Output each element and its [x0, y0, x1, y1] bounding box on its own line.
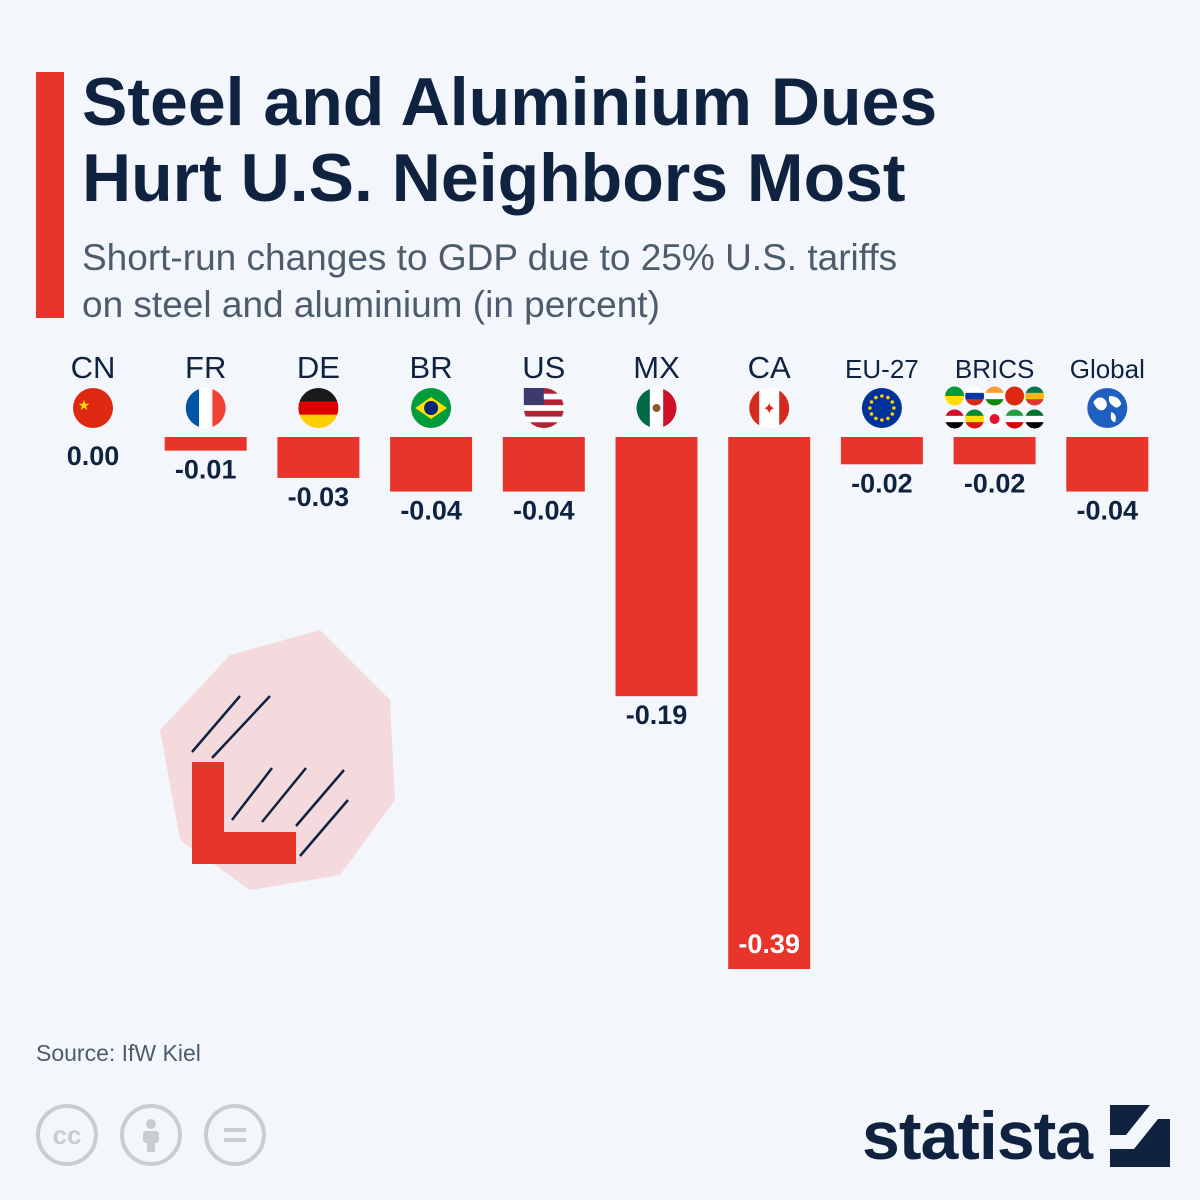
category-label-cn: CN [71, 350, 116, 385]
mini-flag [1005, 409, 1025, 429]
statista-logo[interactable]: statista [862, 1098, 1171, 1174]
bar-brics [953, 437, 1036, 465]
bar-de [277, 437, 360, 478]
flag-cn-icon [73, 388, 113, 428]
flag-eu-star [880, 418, 884, 422]
globe-landmass [1093, 396, 1122, 422]
flag-star: ★ [78, 397, 91, 413]
mini-flag [965, 386, 985, 406]
title-accent-bar [36, 72, 64, 318]
data-label-fr: -0.01 [175, 455, 237, 485]
mini-flag [1005, 386, 1025, 406]
title-line-1: Steel and Aluminium Dues [82, 64, 938, 140]
bar-global [1066, 437, 1149, 492]
mini-flag [945, 386, 965, 406]
category-label-de: DE [297, 350, 340, 385]
category-label-brics: BRICS [955, 354, 1034, 384]
data-label-ca: -0.39 [738, 929, 800, 959]
category-label-us: US [522, 350, 565, 385]
page-subtitle: Short-run changes to GDP due to 25% U.S.… [82, 234, 1042, 328]
subtitle-line-1: Short-run changes to GDP due to 25% U.S.… [82, 237, 898, 278]
category-label-eu-27: EU-27 [845, 354, 919, 384]
category-label-br: BR [410, 350, 453, 385]
flag-eu-icon [861, 388, 902, 428]
data-label-br: -0.04 [400, 496, 462, 526]
page-title: Steel and Aluminium Dues Hurt U.S. Neigh… [82, 64, 1162, 216]
bar-mx [615, 437, 698, 697]
mini-flag [1025, 386, 1045, 406]
flag-emblem [652, 404, 661, 412]
category-label-global: Global [1070, 354, 1145, 384]
mini-flag [945, 409, 965, 429]
flag-eu-star [869, 412, 874, 416]
category-label-ca: CA [748, 350, 791, 385]
cc-icon[interactable]: cc [36, 1104, 98, 1166]
title-line-2: Hurt U.S. Neighbors Most [82, 140, 906, 216]
data-label-global: -0.04 [1077, 496, 1139, 526]
bar-us [502, 437, 585, 492]
flag-eu-star [874, 395, 878, 400]
category-label-mx: MX [633, 350, 680, 385]
mini-flag [1025, 409, 1045, 429]
bar-br [390, 437, 473, 492]
bar-eu-27 [840, 437, 923, 465]
brand-wordmark: statista [862, 1098, 1093, 1174]
license-icons: cc [36, 1104, 266, 1166]
flag-mx-icon [636, 388, 677, 428]
mini-flag [985, 386, 1005, 406]
flag-eu-star [890, 400, 895, 404]
bar-chart: CN ★ 0.00 FR -0.01 DE -0.03 BR -0.04 US -0.04 MX -0.… [67, 350, 1149, 969]
flag-de-icon [298, 388, 339, 428]
statista-mark-icon [1110, 1105, 1171, 1167]
data-label-eu-27: -0.02 [851, 468, 913, 498]
mini-flag [965, 409, 985, 429]
flag-eu-star [868, 406, 872, 410]
flag-disc [424, 401, 439, 415]
flag-eu-star [892, 406, 896, 410]
flag-eu-star [886, 416, 890, 421]
flag-fr-icon [185, 388, 226, 428]
category-label-fr: FR [185, 350, 226, 385]
flag-leaf: ✦ [762, 401, 775, 418]
flag-eu-star [880, 394, 884, 398]
brics-disc [989, 414, 1000, 424]
attribution-icon[interactable] [120, 1104, 182, 1166]
data-label-cn: 0.00 [67, 441, 120, 471]
flag-eu-star [890, 412, 895, 416]
no-derivatives-icon[interactable] [204, 1104, 266, 1166]
flag-canton [523, 388, 544, 405]
data-label-us: -0.04 [513, 496, 575, 526]
data-label-de: -0.03 [288, 482, 350, 512]
data-label-brics: -0.02 [964, 468, 1026, 498]
subtitle-line-2: on steel and aluminium (in percent) [82, 284, 660, 325]
flag-eu-star [886, 395, 890, 400]
flag-eu-star [869, 400, 874, 404]
steel-beam-illustration [160, 630, 395, 890]
bar-ca [728, 437, 811, 969]
globe-icon [1087, 388, 1128, 428]
data-label-mx: -0.19 [626, 700, 688, 730]
source-note: Source: IfW Kiel [36, 1040, 201, 1066]
bar-fr [164, 437, 247, 451]
flag-eu-star [874, 416, 878, 421]
flag-ca-icon [749, 388, 790, 428]
